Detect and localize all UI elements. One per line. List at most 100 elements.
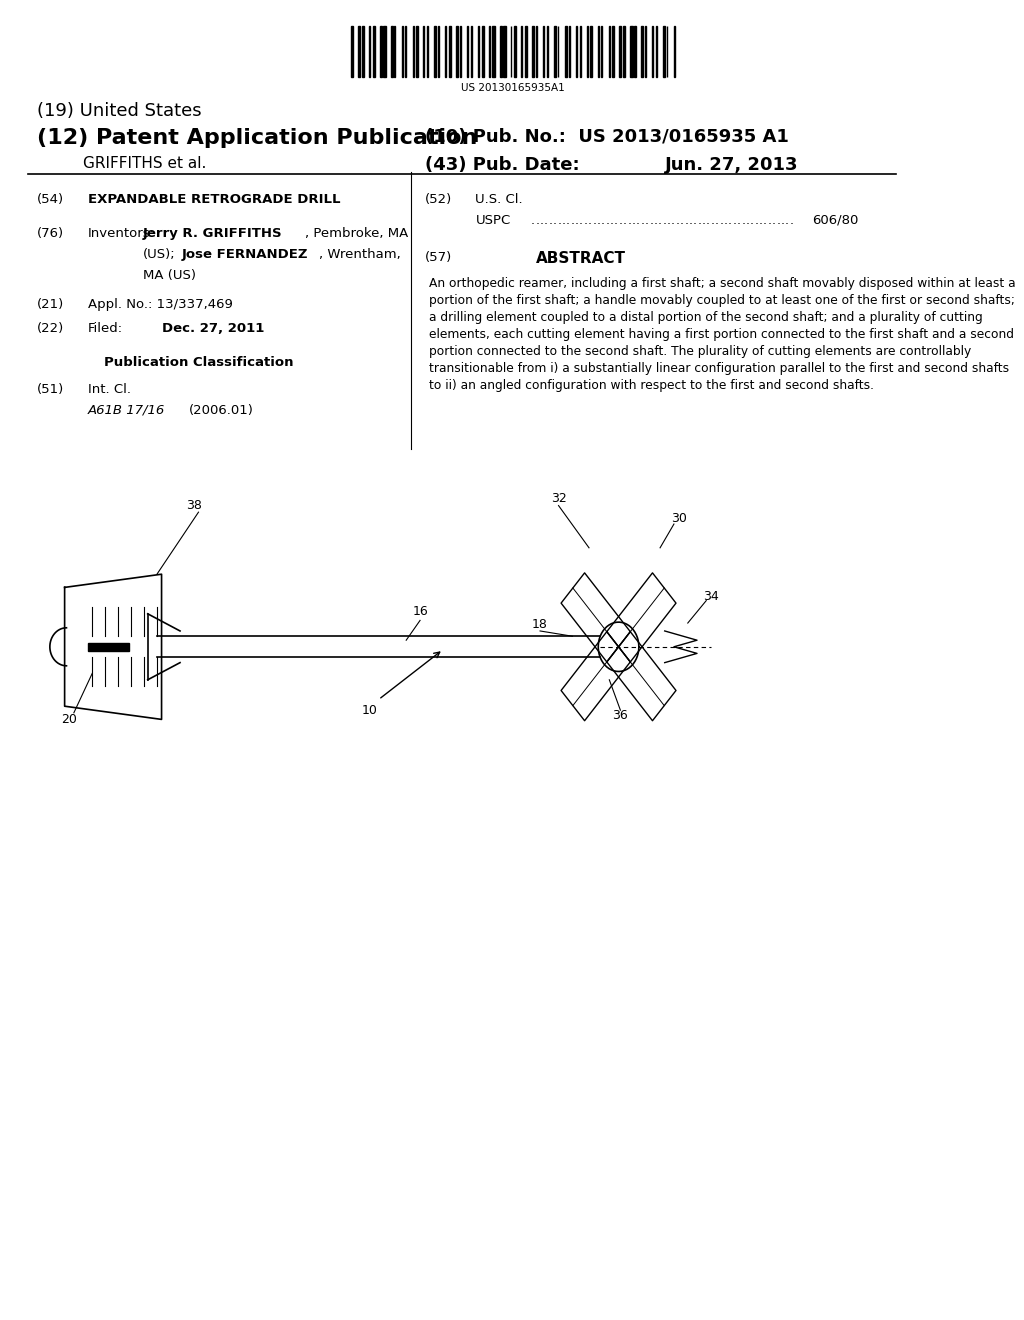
Bar	[514, 26, 516, 77]
Text: U.S. Cl.: U.S. Cl.	[475, 193, 523, 206]
Text: .: .	[601, 214, 605, 227]
Bar	[547, 26, 548, 77]
Text: (54): (54)	[37, 193, 65, 206]
Text: Jose FERNANDEZ: Jose FERNANDEZ	[182, 248, 308, 261]
Text: .: .	[663, 214, 667, 227]
Bar	[358, 26, 360, 77]
Text: .: .	[741, 214, 745, 227]
Bar	[525, 26, 526, 77]
Text: .: .	[588, 214, 592, 227]
Bar	[460, 26, 461, 77]
Text: (51): (51)	[37, 383, 65, 396]
Bar	[575, 26, 578, 77]
Text: EXPANDABLE RETROGRADE DRILL: EXPANDABLE RETROGRADE DRILL	[88, 193, 340, 206]
Text: Inventors:: Inventors:	[88, 227, 155, 240]
Bar	[481, 26, 483, 77]
Text: 20: 20	[61, 713, 77, 726]
Text: Jun. 27, 2013: Jun. 27, 2013	[665, 156, 798, 174]
Text: (57): (57)	[425, 251, 452, 264]
Text: (43) Pub. Date:: (43) Pub. Date:	[425, 156, 580, 174]
Text: .: .	[745, 214, 750, 227]
Bar	[401, 26, 403, 77]
Text: .: .	[772, 214, 776, 227]
Text: .: .	[628, 214, 631, 227]
Text: .: .	[645, 214, 649, 227]
Text: 30: 30	[671, 512, 686, 525]
Bar	[591, 26, 592, 77]
Text: .: .	[540, 214, 544, 227]
Text: .: .	[649, 214, 653, 227]
Text: Jerry R. GRIFFITHS: Jerry R. GRIFFITHS	[143, 227, 283, 240]
Bar	[504, 26, 506, 77]
Text: Appl. No.: 13/337,469: Appl. No.: 13/337,469	[88, 298, 232, 312]
Bar	[373, 26, 375, 77]
Text: (19) United States: (19) United States	[37, 102, 202, 120]
Text: .: .	[574, 214, 579, 227]
Text: .: .	[536, 214, 540, 227]
Text: .: .	[790, 214, 794, 227]
Text: .: .	[701, 214, 706, 227]
Text: Int. Cl.: Int. Cl.	[88, 383, 131, 396]
Text: .: .	[688, 214, 692, 227]
Text: .: .	[780, 214, 784, 227]
Text: .: .	[592, 214, 596, 227]
Text: (52): (52)	[425, 193, 452, 206]
Bar	[493, 26, 495, 77]
Bar	[416, 26, 418, 77]
Text: .: .	[732, 214, 736, 227]
Text: US 20130165935A1: US 20130165935A1	[461, 83, 564, 94]
Text: .: .	[671, 214, 675, 227]
Bar	[532, 26, 534, 77]
Bar	[380, 26, 382, 77]
Text: 18: 18	[532, 618, 548, 631]
Text: USPC: USPC	[475, 214, 511, 227]
Bar	[391, 26, 393, 77]
Text: .: .	[697, 214, 701, 227]
Bar	[500, 26, 502, 77]
Text: 16: 16	[413, 605, 428, 618]
Text: .: .	[693, 214, 697, 227]
Bar	[624, 26, 625, 77]
Text: .: .	[605, 214, 609, 227]
Text: .: .	[570, 214, 574, 227]
Text: .: .	[724, 214, 728, 227]
Text: Filed:: Filed:	[88, 322, 123, 335]
Text: .: .	[759, 214, 763, 227]
Text: .: .	[549, 214, 552, 227]
Text: 36: 36	[612, 709, 629, 722]
Bar	[587, 26, 588, 77]
Text: Publication Classification: Publication Classification	[103, 356, 293, 370]
Bar	[384, 26, 386, 77]
Text: .: .	[684, 214, 688, 227]
Bar	[608, 26, 610, 77]
Bar	[620, 26, 621, 77]
Text: .: .	[667, 214, 671, 227]
Text: (22): (22)	[37, 322, 65, 335]
Text: (21): (21)	[37, 298, 65, 312]
Text: .: .	[557, 214, 561, 227]
Text: (US);: (US);	[143, 248, 176, 261]
Text: A61B 17/16: A61B 17/16	[88, 404, 165, 417]
Text: .: .	[728, 214, 732, 227]
Text: GRIFFITHS et al.: GRIFFITHS et al.	[83, 156, 207, 170]
Text: .: .	[676, 214, 679, 227]
Text: .: .	[785, 214, 788, 227]
Bar	[434, 26, 436, 77]
Text: (2006.01): (2006.01)	[189, 404, 254, 417]
Text: (76): (76)	[37, 227, 65, 240]
Text: .: .	[736, 214, 740, 227]
Text: .: .	[763, 214, 767, 227]
Text: .: .	[719, 214, 723, 227]
Text: .: .	[579, 214, 583, 227]
Text: .: .	[767, 214, 771, 227]
Text: .: .	[544, 214, 548, 227]
Text: , Pembroke, MA: , Pembroke, MA	[305, 227, 408, 240]
Bar	[467, 26, 468, 77]
Text: .: .	[609, 214, 613, 227]
Text: .: .	[584, 214, 588, 227]
Text: 606/80: 606/80	[812, 214, 859, 227]
Text: .: .	[618, 214, 623, 227]
Text: .: .	[707, 214, 710, 227]
Text: Dec. 27, 2011: Dec. 27, 2011	[162, 322, 264, 335]
Text: 34: 34	[703, 590, 719, 603]
